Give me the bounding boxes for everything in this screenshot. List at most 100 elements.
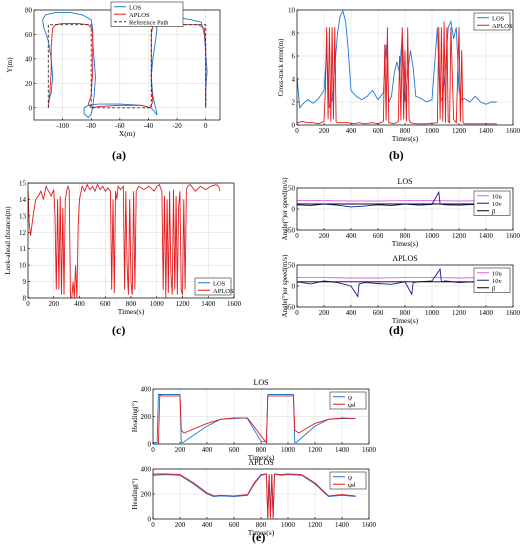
x-tick-label: 600 — [373, 232, 384, 240]
x-tick-label: 600 — [229, 521, 240, 529]
x-axis-label: Times(s) — [392, 316, 419, 325]
x-tick-label: 1600 — [227, 300, 242, 308]
chart-title: LOS — [253, 378, 268, 387]
x-tick-label: 1400 — [479, 309, 494, 317]
y-tick-label: 6 — [292, 53, 296, 61]
series-group-d1 — [297, 190, 500, 208]
x-tick-label: 1400 — [335, 446, 350, 454]
y-axis-label: Angle(°)or speed(m/s) — [281, 254, 289, 318]
series-line-a-2 — [47, 24, 207, 109]
panel-label-a: (a) — [112, 148, 126, 162]
x-tick-label: 600 — [373, 309, 384, 317]
y-axis-label: Look-ahead distance(m) — [4, 206, 12, 275]
y-tick-label: 60 — [25, 31, 33, 39]
y-tick-label: 50 — [288, 262, 296, 270]
y-tick-label: 8 — [292, 30, 296, 38]
panel-label-e: (e) — [252, 530, 266, 544]
x-tick-label: 0 — [295, 127, 299, 135]
y-tick-label: -50 — [286, 227, 296, 235]
y-tick-label: 0 — [148, 516, 152, 524]
x-tick-label: 200 — [175, 521, 186, 529]
x-tick-label: 1600 — [506, 309, 521, 317]
series-line-e1-1 — [153, 393, 356, 444]
x-tick-label: 1600 — [506, 127, 521, 135]
panel-label-b: (b) — [389, 148, 404, 162]
legend-entry: ψ — [348, 394, 352, 401]
x-tick-label: 1000 — [150, 300, 165, 308]
x-axis-label: Times(s) — [392, 239, 419, 248]
legend-e2: ψψd — [329, 471, 367, 490]
series-group-b — [297, 10, 497, 125]
x-tick-label: 200 — [319, 127, 330, 135]
legend-entry: 10u — [492, 193, 503, 200]
y-tick-label: 0 — [148, 441, 152, 449]
legend-entry: APLOS — [129, 12, 150, 19]
y-tick-label: 20 — [25, 80, 33, 88]
chart-e2: 0 200 400 600 800 1000 1200 1400 1600 0 200 400 Time… — [131, 458, 377, 537]
series-group-e1 — [153, 393, 356, 444]
series-line-e1-0 — [153, 394, 356, 444]
x-tick-label: 400 — [346, 309, 357, 317]
y-tick-label: -50 — [286, 304, 296, 312]
y-tick-label: 50 — [288, 185, 296, 193]
y-tick-label: 200 — [141, 491, 152, 499]
x-tick-label: -40 — [144, 122, 154, 130]
x-tick-label: 800 — [256, 521, 267, 529]
chart-a: -100 -80 -60 -40 -20 0 0 20 40 60 80 X(m) Y(m) LOSAPL… — [6, 1, 221, 138]
legend-entry: β — [492, 285, 496, 292]
x-tick-label: 1000 — [281, 521, 296, 529]
chart-title: APLOS — [392, 254, 417, 263]
legend-entry: ψd — [348, 402, 356, 409]
y-tick-label: 400 — [141, 466, 152, 474]
x-tick-label: -20 — [172, 122, 182, 130]
y-tick-label: 10 — [19, 262, 27, 270]
x-tick-label: 400 — [202, 446, 213, 454]
y-tick-label: 13 — [19, 212, 27, 220]
x-tick-label: 600 — [373, 127, 384, 135]
x-tick-label: 1200 — [452, 127, 467, 135]
y-tick-label: 2 — [292, 99, 296, 107]
y-tick-label: 0 — [29, 104, 33, 112]
legend-entry: ψd — [348, 482, 356, 489]
series-line-b-0 — [297, 10, 497, 109]
x-tick-label: 1000 — [425, 232, 440, 240]
series-line-e2-0 — [153, 473, 356, 518]
x-axis-label: Times(s) — [248, 453, 275, 462]
x-tick-label: 0 — [151, 521, 155, 529]
y-tick-label: 80 — [25, 7, 33, 15]
x-axis-label: Times(s) — [392, 134, 419, 143]
legend-entry: APLOS — [213, 288, 234, 295]
x-tick-label: 800 — [400, 232, 411, 240]
y-tick-label: 0 — [292, 283, 296, 291]
legend-entry: LOS — [213, 280, 226, 287]
x-tick-label: 800 — [126, 300, 137, 308]
y-tick-label: 400 — [141, 386, 152, 394]
x-tick-label: 0 — [151, 446, 155, 454]
y-tick-label: 15 — [19, 180, 27, 188]
x-tick-label: 200 — [49, 300, 60, 308]
legend-entry: β — [492, 208, 496, 215]
panel-label-d: (d) — [389, 323, 404, 337]
y-axis-label: Angle(°)or speed(m/s) — [281, 177, 289, 241]
x-tick-label: 400 — [346, 232, 357, 240]
x-tick-label: 0 — [295, 309, 299, 317]
x-tick-label: 200 — [175, 446, 186, 454]
x-tick-label: 1200 — [308, 446, 323, 454]
x-tick-label: -80 — [87, 122, 97, 130]
x-tick-label: 1600 — [506, 232, 521, 240]
x-tick-label: 1600 — [362, 521, 377, 529]
series-group-e2 — [153, 473, 356, 519]
y-tick-label: 14 — [19, 196, 27, 204]
y-tick-label: 8 — [23, 295, 27, 303]
y-axis-label: Y(m) — [6, 57, 14, 73]
y-axis-label: Heading(°) — [131, 478, 139, 510]
legend-e1: ψψd — [329, 391, 367, 410]
y-axis-label: Cross-track error(m) — [277, 38, 285, 96]
x-tick-label: 600 — [100, 300, 111, 308]
legend-entry: LOS — [492, 15, 505, 22]
x-axis-label: Times(s) — [118, 307, 145, 316]
